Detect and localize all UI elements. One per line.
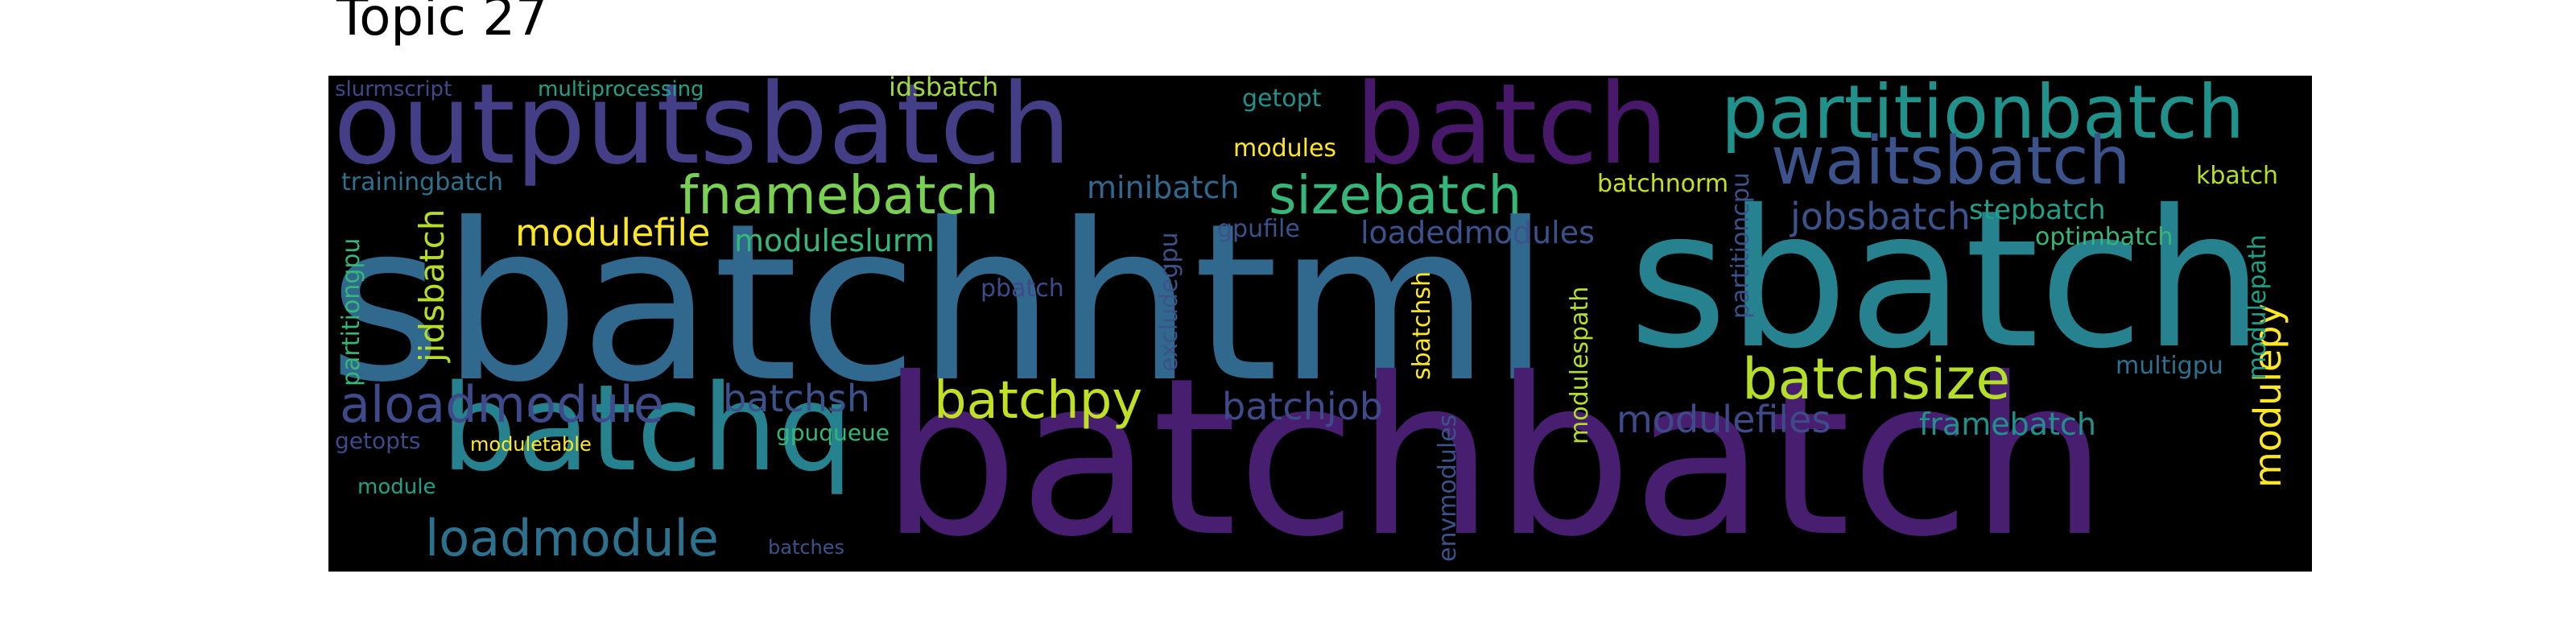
word-cloud: sbatchhtml batchbatch sbatch outputsbatc… bbox=[328, 76, 2312, 572]
word: minibatch bbox=[1087, 170, 1240, 205]
word: sbatchhtml bbox=[328, 176, 1550, 430]
word: aloadmodule bbox=[340, 375, 664, 434]
word: jidsbatch bbox=[412, 208, 452, 362]
word: module bbox=[357, 475, 436, 499]
word: moduletable bbox=[470, 433, 592, 456]
word: modulespath bbox=[1566, 286, 1594, 444]
word: gpuqueue bbox=[776, 419, 890, 446]
word: framebatch bbox=[1919, 407, 2096, 442]
word: pbatch bbox=[980, 275, 1064, 303]
chart-title: Topic 27 bbox=[336, 0, 548, 47]
word: batch bbox=[1355, 76, 1669, 189]
word: loadedmodules bbox=[1360, 215, 1595, 250]
word: getopts bbox=[335, 427, 421, 454]
word: optimbatch bbox=[2035, 223, 2174, 251]
word: kbatch bbox=[2196, 162, 2279, 190]
word: getopt bbox=[1242, 85, 1322, 113]
word: multiprocessing bbox=[538, 77, 704, 101]
word: batchsh bbox=[723, 377, 870, 420]
word: modulefile bbox=[515, 211, 711, 254]
word: partitionbatch bbox=[1721, 76, 2245, 155]
word: batchpy bbox=[934, 371, 1143, 431]
word: gpufile bbox=[1217, 215, 1300, 243]
word: idsbatch bbox=[889, 76, 999, 102]
word: batchsize bbox=[1742, 346, 2011, 412]
word: modulefiles bbox=[1616, 398, 1831, 441]
word: batches bbox=[768, 536, 845, 559]
word: multigpu bbox=[2116, 352, 2223, 380]
word: batchnorm bbox=[1597, 170, 1729, 198]
word: modulepath bbox=[2244, 234, 2272, 380]
word: fnamebatch bbox=[679, 164, 999, 226]
word: excludegpu bbox=[1155, 232, 1183, 372]
word: loadmodule bbox=[425, 509, 719, 568]
word: batchjob bbox=[1222, 385, 1383, 428]
word: stepbatch bbox=[1969, 194, 2106, 226]
word: modules bbox=[1233, 134, 1337, 163]
word: partitiongpu bbox=[337, 237, 365, 386]
word: jobsbatch bbox=[1790, 195, 1971, 238]
word: envmodules bbox=[1434, 414, 1462, 562]
word: sbatch bbox=[1629, 169, 2264, 390]
word: slurmscript bbox=[335, 77, 452, 101]
word: sizebatch bbox=[1269, 164, 1522, 226]
word: trainingbatch bbox=[341, 168, 503, 196]
word: sbatchsh bbox=[1408, 271, 1436, 380]
word: waitsbatch bbox=[1771, 123, 2131, 200]
word: outputsbatch bbox=[333, 76, 1071, 189]
word: batchbatch bbox=[881, 331, 2108, 572]
word: moduleslurm bbox=[734, 223, 935, 258]
word: batchq bbox=[441, 359, 853, 497]
word: partitioncpu bbox=[1727, 172, 1755, 319]
